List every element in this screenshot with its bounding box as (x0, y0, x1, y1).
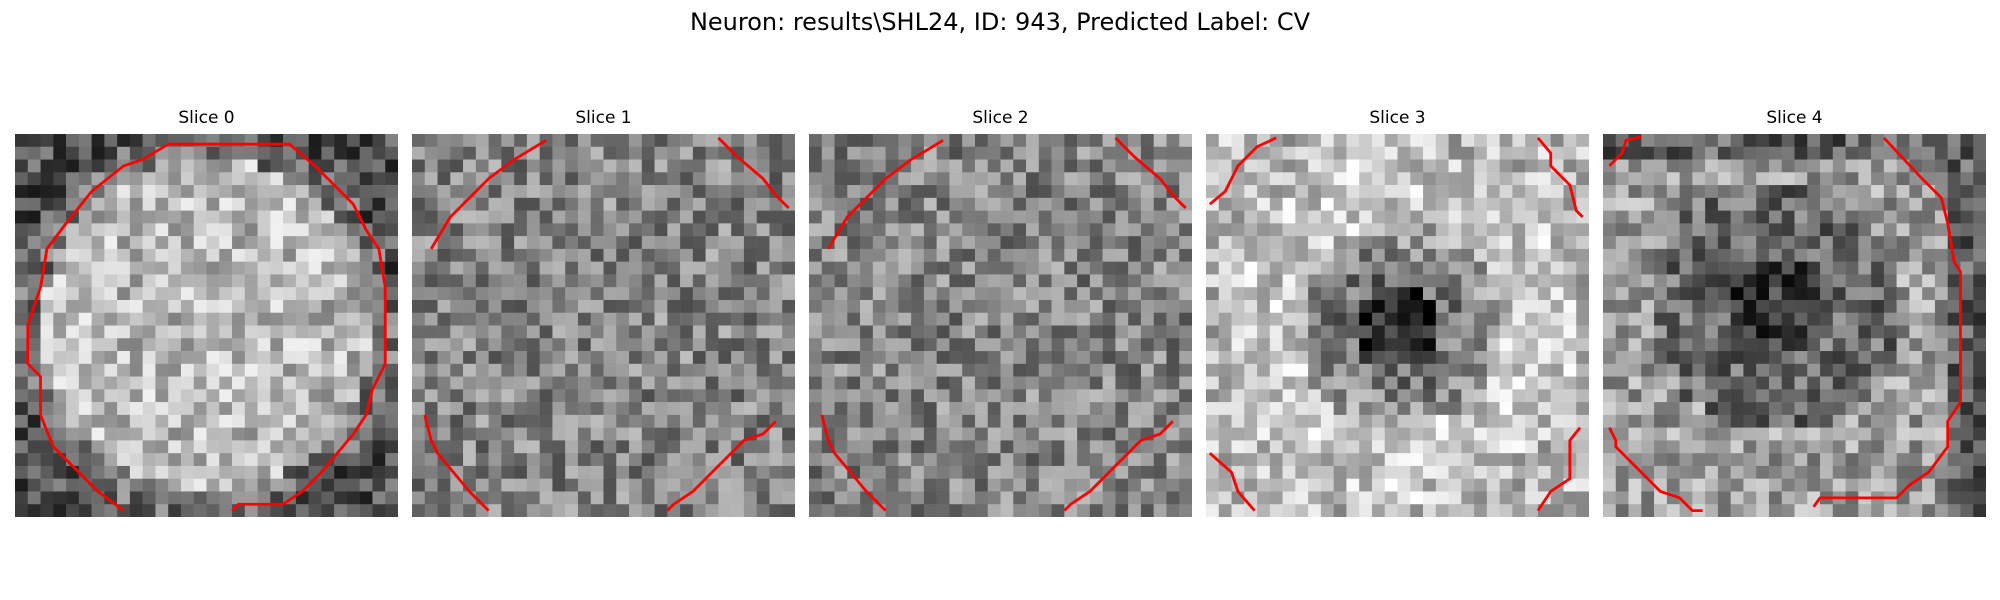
slice-title-4: Slice 4 (1766, 108, 1823, 128)
slice-panel-4: Slice 4 (1603, 108, 1986, 517)
slice-image-2 (809, 134, 1192, 517)
slice-contour-4 (1608, 135, 1962, 513)
figure-title: Neuron: results\SHL24, ID: 943, Predicte… (689, 8, 1311, 36)
slice-contour-1 (423, 136, 790, 512)
slice-panel-2: Slice 2 (809, 108, 1192, 517)
slice-title-1: Slice 1 (575, 108, 632, 128)
slice-image-3 (1206, 134, 1589, 517)
slice-title-2: Slice 2 (972, 108, 1029, 128)
slice-contour-2 (820, 136, 1187, 512)
slice-panel-3: Slice 3 (1206, 108, 1589, 517)
slice-image-0 (15, 134, 398, 517)
slice-image-1 (412, 134, 795, 517)
slice-image-4 (1603, 134, 1986, 517)
slice-panel-1: Slice 1 (412, 108, 795, 517)
slice-contour-3 (1208, 136, 1584, 512)
slice-contour-0 (26, 142, 387, 512)
slice-title-3: Slice 3 (1369, 108, 1426, 128)
slice-title-0: Slice 0 (178, 108, 235, 128)
slice-panel-0: Slice 0 (15, 108, 398, 517)
